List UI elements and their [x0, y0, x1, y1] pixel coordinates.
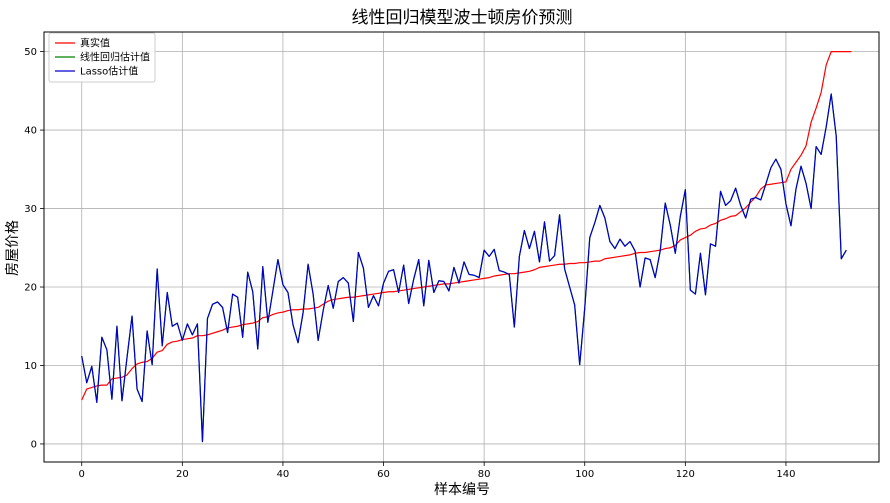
- legend-label-true-value: 真实值: [80, 37, 110, 50]
- y-tick-label: 40: [24, 126, 37, 137]
- x-tick-label: 80: [478, 469, 491, 480]
- series-line-lasso: [81, 93, 847, 443]
- x-tick-label: 60: [377, 469, 390, 480]
- x-tick-label: 120: [676, 469, 695, 480]
- legend-label-linear-regression: 线性回归估计值: [80, 51, 150, 64]
- x-tick-label: 100: [575, 469, 594, 480]
- y-tick-label: 20: [24, 283, 37, 294]
- x-tick-label: 140: [776, 469, 795, 480]
- y-tick-label: 0: [31, 439, 37, 450]
- x-tick-label: 0: [79, 469, 85, 480]
- series-lines: [81, 51, 852, 443]
- y-tick-label: 10: [24, 361, 37, 372]
- x-tick-label: 40: [277, 469, 290, 480]
- legend: 真实值 线性回归估计值 Lasso估计值: [48, 32, 156, 83]
- grid: [44, 32, 879, 462]
- y-tick-label: 30: [24, 204, 37, 215]
- y-axis-label: 房屋价格: [5, 220, 21, 276]
- legend-label-lasso: Lasso估计值: [80, 65, 138, 78]
- series-line-true-value: [81, 51, 852, 401]
- legend-box: [48, 32, 156, 83]
- plot-area-frame: [43, 31, 880, 463]
- x-tick-label: 20: [176, 469, 189, 480]
- chart-title: 线性回归模型波士顿房价预测: [352, 8, 573, 28]
- y-tick-label: 50: [24, 47, 37, 58]
- x-axis-label: 样本编号: [434, 482, 490, 498]
- axis-ticks: 0 20 40 60 80 100 120 140 0 10 20 30 40 50: [24, 47, 795, 480]
